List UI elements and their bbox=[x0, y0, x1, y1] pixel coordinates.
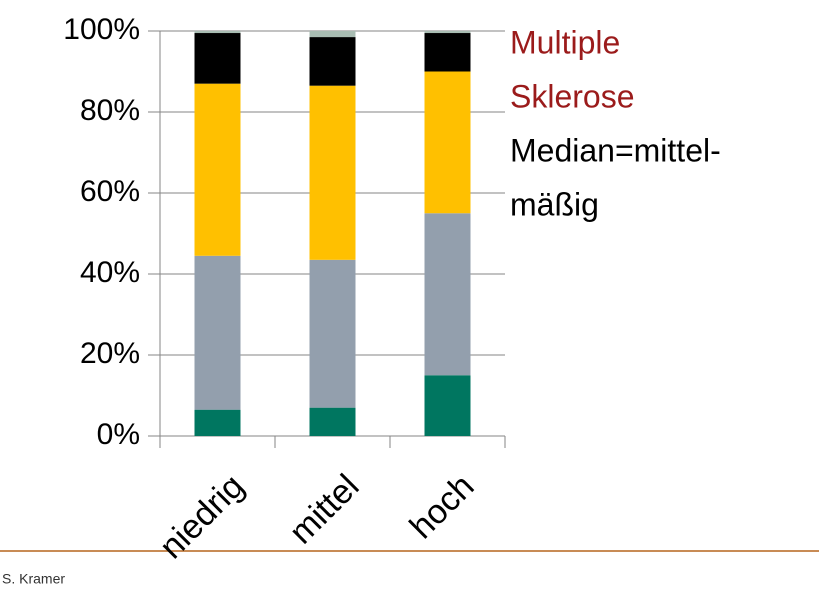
bar-segment bbox=[424, 213, 471, 376]
bar-segment bbox=[309, 31, 356, 38]
bar-segment bbox=[194, 33, 241, 84]
annotation: Sklerose bbox=[510, 78, 635, 114]
bar-segment bbox=[194, 255, 241, 410]
x-tick-label: hoch bbox=[403, 467, 482, 546]
bar-segment bbox=[424, 71, 471, 214]
y-tick-label: 20% bbox=[80, 337, 140, 370]
y-tick-label: 0% bbox=[97, 418, 140, 451]
annotation: Multiple bbox=[510, 24, 620, 60]
y-tick-label: 40% bbox=[80, 256, 140, 289]
bar-segment bbox=[424, 33, 471, 72]
y-tick-label: 60% bbox=[80, 175, 140, 208]
y-tick-label: 100% bbox=[63, 13, 140, 46]
bar-segment bbox=[309, 37, 356, 86]
bar-segment bbox=[309, 85, 356, 260]
bar-segment bbox=[309, 407, 356, 436]
annotation: mäßig bbox=[510, 186, 599, 222]
bar-segment bbox=[309, 259, 356, 408]
footer-author: S. Kramer bbox=[2, 571, 65, 587]
y-tick-label: 80% bbox=[80, 94, 140, 127]
bar-segment bbox=[194, 409, 241, 436]
bar-segment bbox=[194, 31, 241, 34]
annotation: Median=mittel- bbox=[510, 132, 721, 168]
bar-segment bbox=[424, 375, 471, 436]
bar-segment bbox=[424, 31, 471, 34]
bar-segment bbox=[194, 83, 241, 256]
x-tick-label: mittel bbox=[282, 467, 366, 551]
